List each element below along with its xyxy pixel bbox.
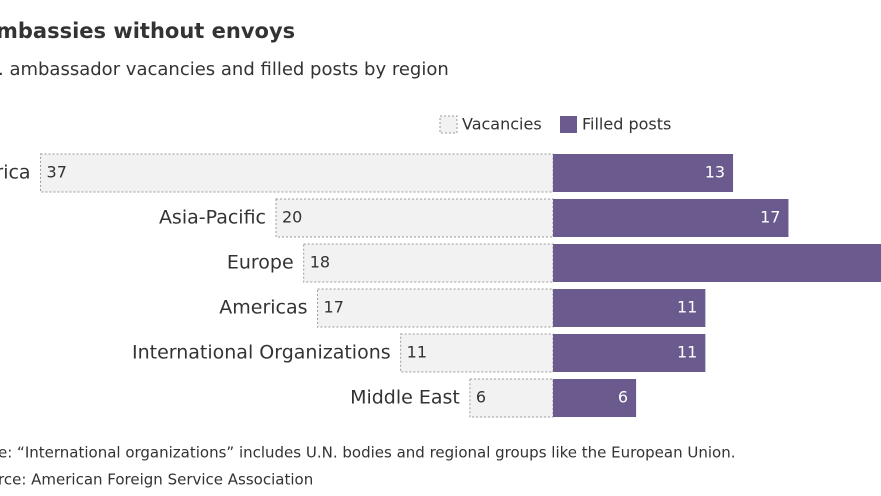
bar — [553, 289, 706, 327]
value-label: 37 — [47, 163, 67, 182]
bar — [303, 243, 554, 283]
value-label: 11 — [407, 343, 427, 362]
bar — [400, 333, 554, 373]
bar — [553, 244, 881, 282]
bar — [553, 334, 706, 372]
value-label: 6 — [476, 388, 486, 407]
bar — [553, 379, 637, 417]
note: e: “International organizations” include… — [0, 444, 735, 462]
bar — [275, 198, 554, 238]
category-label: Europe — [227, 252, 294, 274]
bar — [553, 154, 734, 192]
bar — [317, 288, 554, 328]
value-label: 20 — [282, 208, 302, 227]
value-label: 17 — [324, 298, 344, 317]
legend-label: Filled posts — [582, 115, 671, 134]
category-label: International Organizations — [132, 342, 391, 364]
legend-label: Vacancies — [462, 115, 542, 134]
value-label: 11 — [677, 298, 697, 317]
category-label: Asia-Pacific — [159, 207, 266, 229]
value-label: 11 — [677, 343, 697, 362]
bar — [40, 153, 554, 193]
value-label: 6 — [618, 388, 628, 407]
chart-title: mbassies without envoys — [0, 19, 295, 43]
legend-swatch — [439, 115, 458, 134]
chart-subtitle: . ambassador vacancies and filled posts … — [0, 59, 449, 80]
value-label: 13 — [705, 163, 725, 182]
value-label: 18 — [310, 253, 330, 272]
category-label: Americas — [219, 297, 307, 319]
legend-swatch — [560, 116, 577, 133]
category-label: Middle East — [350, 387, 460, 409]
value-label: 17 — [760, 208, 780, 227]
bar — [553, 199, 789, 237]
category-label: frica — [0, 162, 31, 184]
source: rce: American Foreign Service Associatio… — [0, 471, 313, 489]
bar — [469, 378, 554, 418]
